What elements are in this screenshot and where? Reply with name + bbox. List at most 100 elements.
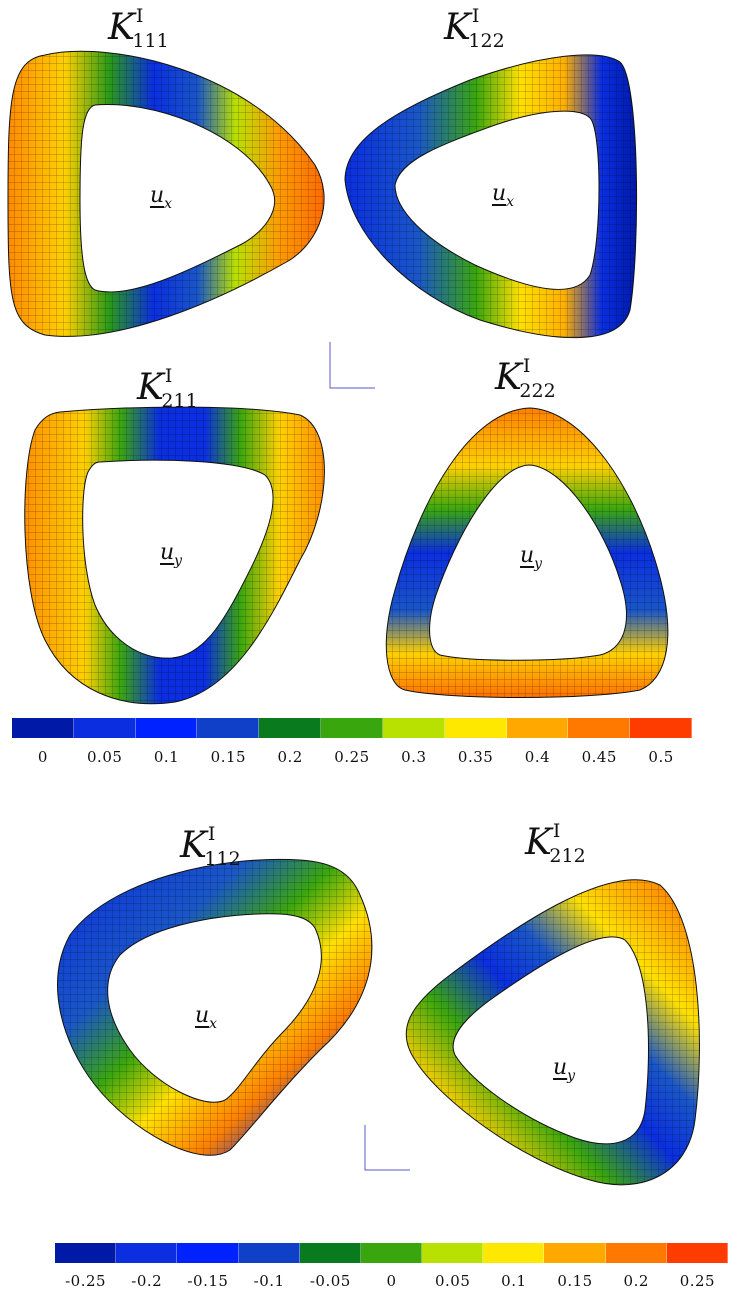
title-k111-sup: I — [135, 5, 144, 27]
colorbar-bottom-swatch — [116, 1243, 178, 1263]
field-k122-sym: u — [492, 181, 507, 206]
colorbar-bottom — [0, 1243, 731, 1263]
mesh-grid-k212 — [406, 879, 700, 1185]
colorbar-bottom-swatch — [422, 1243, 484, 1263]
colorbar-top-tick-label: 0.45 — [581, 748, 617, 766]
panel-k222 — [385, 407, 669, 698]
title-k222-sup: I — [522, 355, 531, 377]
colorbar-top-swatch — [382, 718, 445, 738]
colorbar-bottom-swatch — [605, 1243, 667, 1263]
colorbar-top-tick-label: 0.1 — [153, 748, 180, 766]
colorbar-bottom-tick-label: -0.05 — [309, 1272, 351, 1290]
title-k222: KI 222 — [495, 357, 556, 401]
field-k122: ux — [492, 181, 514, 210]
panel-k111 — [7, 50, 325, 337]
title-k212-sup: I — [552, 820, 561, 842]
colorbar-bottom-tick-label: 0.1 — [501, 1272, 527, 1290]
colorbar-top-swatch — [73, 718, 136, 738]
colorbar-top-tick-label: 0.4 — [524, 748, 551, 766]
colorbar-bottom-tick-label: 0.2 — [623, 1272, 649, 1290]
title-k212: KI 212 — [525, 822, 586, 866]
colorbar-bottom-swatch — [238, 1243, 300, 1263]
title-k112-sup: I — [207, 823, 216, 845]
title-k111-sub: 111 — [132, 30, 169, 52]
title-k112-sym: K — [180, 825, 207, 866]
field-k211: uy — [160, 540, 182, 569]
colorbar-top-tick-label: 0.2 — [277, 748, 303, 766]
colorbar-bottom-ticks: -0.25 -0.2 -0.15 -0.1 -0.05 0 0.05 0.1 0.15 0.2 0.… — [0, 1272, 731, 1294]
colorbar-bottom-swatch — [299, 1243, 361, 1263]
field-k111-sym: u — [150, 183, 165, 208]
colorbar-top-tick-label: 0.5 — [648, 748, 674, 766]
colorbar-top-swatch — [506, 718, 569, 738]
colorbar-top-tick-label: 0.35 — [457, 748, 494, 766]
colorbar-top-swatch — [568, 718, 631, 738]
panel-k122 — [344, 54, 638, 339]
title-k211-sym: K — [137, 367, 164, 408]
colorbar-top-swatch — [630, 718, 692, 738]
field-k222: uy — [520, 543, 542, 572]
colorbar-top-tick-label: 0 — [37, 748, 48, 766]
field-k211-sym: u — [160, 540, 175, 565]
field-k111: ux — [150, 183, 172, 212]
title-k222-sub: 222 — [519, 380, 556, 402]
colorbar-top-tick-label: 0.3 — [401, 748, 427, 766]
field-k122-sub: x — [506, 194, 515, 210]
panel-k211 — [24, 406, 325, 705]
title-k112-sub: 112 — [204, 848, 241, 870]
title-k122-sub: 122 — [468, 30, 505, 52]
field-k212-sub: y — [567, 1068, 576, 1084]
axis-triad-top — [329, 342, 375, 389]
colorbar-top-swatch — [444, 718, 507, 738]
panel-k212 — [405, 879, 700, 1186]
title-k111: KI 111 — [108, 7, 169, 51]
colorbar-top-tick-label: 0.05 — [87, 748, 123, 766]
colorbar-bottom-swatch — [360, 1243, 423, 1263]
mesh-grid-k122 — [345, 54, 637, 338]
field-k112-sym: u — [195, 1003, 210, 1028]
colorbar-top-tick-label: 0.15 — [210, 748, 247, 766]
colorbar-bottom-tick-label: -0.1 — [253, 1272, 285, 1290]
colorbar-top-swatch — [12, 718, 74, 738]
colorbar-bottom-tick-label: -0.15 — [187, 1272, 229, 1290]
colorbar-top-ticks: 0 0.05 0.1 0.15 0.2 0.25 0.3 0.35 0.4 0.45 0.5 — [0, 748, 731, 770]
title-k212-sym: K — [525, 822, 552, 863]
colorbar-bottom-tick-label: 0.15 — [557, 1272, 593, 1290]
colorbar-bottom-swatch — [55, 1243, 117, 1263]
field-k211-sub: y — [174, 553, 183, 569]
title-k211-sup: I — [164, 365, 173, 387]
mesh-grid-k111 — [8, 51, 325, 337]
field-k212: uy — [553, 1055, 575, 1084]
colorbar-bottom-tick-label: 0.05 — [434, 1272, 471, 1290]
title-k212-sub: 212 — [549, 845, 586, 867]
colorbar-bottom-swatch — [483, 1243, 545, 1263]
colorbar-top-tick-label: 0.25 — [334, 748, 370, 766]
mesh-grid-k211 — [24, 407, 325, 704]
field-k112-sub: x — [209, 1016, 218, 1032]
colorbar-bottom-swatch — [177, 1243, 239, 1263]
colorbar-bottom-tick-label: -0.2 — [131, 1272, 163, 1290]
colorbar-bottom-swatch — [666, 1243, 728, 1263]
field-k111-sub: x — [164, 196, 173, 212]
axis-triad-bottom — [364, 1125, 410, 1171]
colorbar-top-swatch — [197, 718, 260, 738]
colorbar-top-swatch — [259, 718, 322, 738]
title-k111-sym: K — [108, 7, 135, 48]
field-k212-sym: u — [553, 1055, 568, 1080]
field-k112: ux — [195, 1003, 217, 1032]
field-k222-sym: u — [520, 543, 535, 568]
colorbar-bottom-tick-label: -0.25 — [65, 1272, 107, 1290]
field-k222-sub: y — [534, 556, 543, 572]
colorbar-bottom-tick-label: 0.25 — [679, 1272, 716, 1290]
title-k211-sub: 211 — [161, 390, 198, 412]
title-k122-sym: K — [444, 7, 471, 48]
title-k122-sup: I — [471, 5, 480, 27]
title-k122: KI 122 — [444, 7, 505, 51]
mesh-grid-k222 — [386, 408, 668, 698]
title-k222-sym: K — [495, 357, 522, 398]
title-k112: KI 112 — [180, 825, 241, 869]
colorbar-bottom-tick-label: 0 — [386, 1272, 397, 1290]
colorbar-top-swatch — [321, 718, 383, 738]
colorbar-top — [0, 718, 731, 738]
